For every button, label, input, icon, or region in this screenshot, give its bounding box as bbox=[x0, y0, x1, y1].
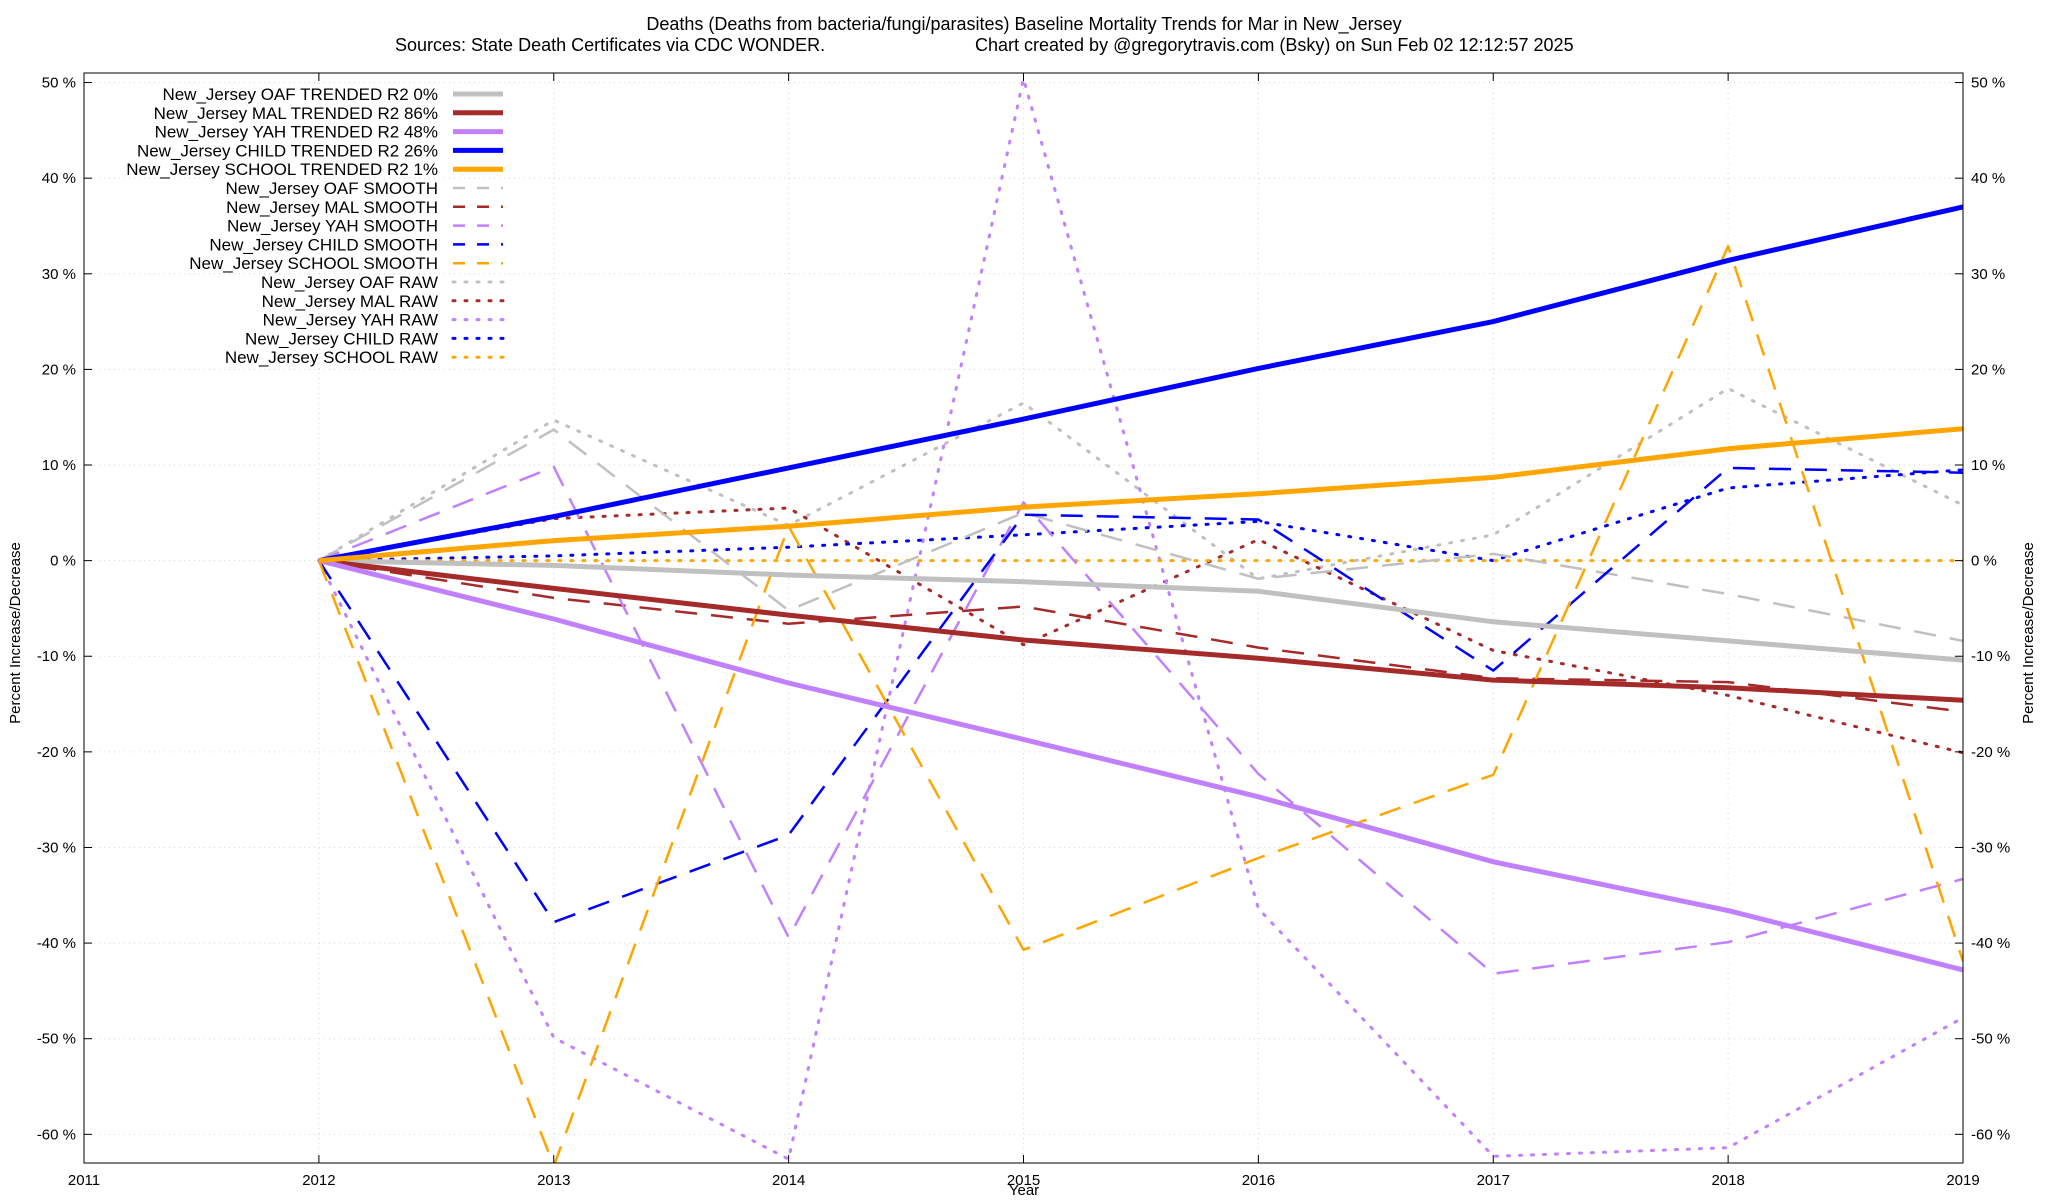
y-tick-label-left: 10 % bbox=[42, 457, 76, 474]
series-line-8 bbox=[318, 465, 1963, 975]
y-tick-label-left: -50 % bbox=[37, 1031, 76, 1048]
x-tick-label: 2017 bbox=[1477, 1172, 1510, 1189]
legend-label: New_Jersey MAL SMOOTH bbox=[226, 198, 438, 217]
legend-label: New_Jersey SCHOOL SMOOTH bbox=[189, 254, 438, 273]
series-line-10 bbox=[317, 244, 1963, 1163]
legend-label: New_Jersey YAH RAW bbox=[263, 311, 438, 330]
legend: New_Jersey OAF TRENDED R2 0%New_Jersey M… bbox=[126, 85, 505, 367]
x-tick-label: 2016 bbox=[1242, 1172, 1275, 1189]
axis-ticks: 50 % 50 % 40 % 40 % 30 % 30 % 20 % 20 % 10 % 10 %… bbox=[37, 73, 2010, 1189]
series-line-3 bbox=[318, 558, 1963, 973]
legend-label: New_Jersey CHILD RAW bbox=[245, 329, 438, 348]
legend-label: New_Jersey YAH SMOOTH bbox=[227, 217, 438, 236]
y-tick-label-left: 40 % bbox=[42, 170, 76, 187]
y-tick-label-right: 0 % bbox=[1971, 553, 1997, 570]
y-tick-label-right: -10 % bbox=[1971, 648, 2010, 665]
y-axis-label-right: Percent Increase/Decrease bbox=[2020, 542, 2037, 724]
x-axis-label: Year bbox=[1009, 1182, 1039, 1199]
y-tick-label-left: 50 % bbox=[42, 75, 76, 92]
y-tick-label-right: -20 % bbox=[1971, 744, 2010, 761]
y-tick-label-right: 40 % bbox=[1971, 170, 2005, 187]
y-tick-label-right: 30 % bbox=[1971, 266, 2005, 283]
y-tick-label-right: -30 % bbox=[1971, 839, 2010, 856]
series-line-4 bbox=[318, 204, 1963, 564]
legend-label: New_Jersey CHILD TRENDED R2 26% bbox=[137, 141, 438, 160]
series-line-6 bbox=[318, 428, 1963, 643]
series-line-12 bbox=[317, 506, 1963, 755]
y-tick-label-left: -40 % bbox=[37, 935, 76, 952]
legend-label: New_Jersey OAF TRENDED R2 0% bbox=[162, 85, 438, 104]
y-tick-label-right: -50 % bbox=[1971, 1031, 2010, 1048]
y-axis-label-left: Percent Increase/Decrease bbox=[7, 542, 24, 724]
legend-label: New_Jersey CHILD SMOOTH bbox=[209, 235, 438, 254]
legend-label: New_Jersey OAF RAW bbox=[261, 273, 438, 292]
y-tick-label-right: 20 % bbox=[1971, 361, 2005, 378]
y-tick-label-left: -20 % bbox=[37, 744, 76, 761]
x-tick-label: 2011 bbox=[68, 1172, 100, 1189]
legend-label: New_Jersey MAL TRENDED R2 86% bbox=[154, 104, 438, 123]
chart-subtitle-credit: Chart created by @gregorytravis.com (Bsk… bbox=[975, 35, 1574, 55]
y-tick-label-right: -60 % bbox=[1971, 1126, 2010, 1143]
y-tick-label-right: 50 % bbox=[1971, 75, 2005, 92]
x-tick-label: 2018 bbox=[1711, 1172, 1744, 1189]
x-tick-label: 2019 bbox=[1946, 1172, 1979, 1189]
series-line-1 bbox=[318, 558, 1963, 663]
series-line-11 bbox=[317, 387, 1963, 581]
legend-label: New_Jersey YAH TRENDED R2 48% bbox=[155, 123, 438, 142]
series-layer bbox=[317, 77, 1963, 1163]
y-tick-label-right: 10 % bbox=[1971, 457, 2005, 474]
y-tick-label-left: -60 % bbox=[37, 1126, 76, 1143]
y-tick-label-right: -40 % bbox=[1971, 935, 2010, 952]
y-tick-label-left: -10 % bbox=[37, 648, 76, 665]
y-tick-label-left: 30 % bbox=[42, 266, 76, 283]
series-line-5 bbox=[318, 426, 1963, 564]
legend-label: New_Jersey MAL RAW bbox=[262, 292, 438, 311]
x-tick-label: 2013 bbox=[537, 1172, 570, 1189]
x-tick-label: 2014 bbox=[772, 1172, 805, 1189]
x-tick-label: 2012 bbox=[302, 1172, 335, 1189]
y-tick-label-left: 20 % bbox=[42, 361, 76, 378]
legend-label: New_Jersey SCHOOL RAW bbox=[225, 348, 438, 367]
y-tick-label-left: 0 % bbox=[50, 553, 76, 570]
legend-label: New_Jersey OAF SMOOTH bbox=[225, 179, 438, 198]
series-line-7 bbox=[318, 559, 1963, 713]
x-tick-label: 2015 bbox=[1007, 1172, 1040, 1189]
y-tick-label-left: -30 % bbox=[37, 839, 76, 856]
chart-title: Deaths (Deaths from bacteria/fungi/paras… bbox=[646, 14, 1401, 35]
legend-label: New_Jersey SCHOOL TRENDED R2 1% bbox=[126, 160, 438, 179]
series-line-9 bbox=[317, 466, 1963, 924]
series-line-2 bbox=[318, 558, 1963, 703]
chart-subtitle-source: Sources: State Death Certificates via CD… bbox=[395, 35, 825, 55]
